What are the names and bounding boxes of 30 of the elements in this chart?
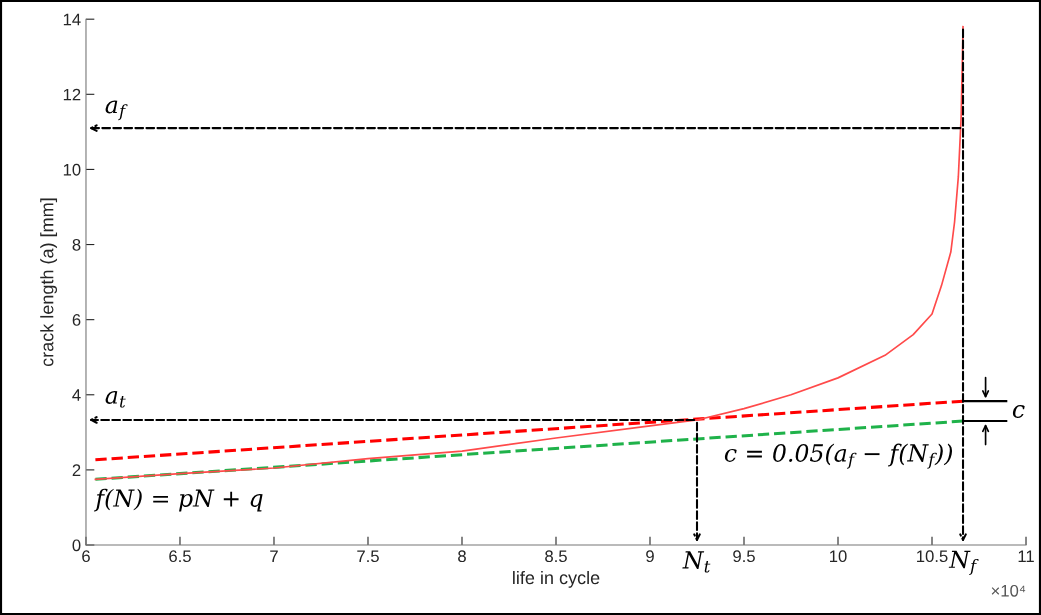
x-tick-label: 10.5 bbox=[917, 550, 948, 563]
annotation: N$_{f}$ bbox=[948, 550, 979, 575]
y-tick-label: 2 bbox=[72, 464, 81, 476]
y-tick-label: 4 bbox=[72, 389, 81, 401]
y-tick-label: 14 bbox=[63, 13, 81, 26]
y-tick-label: 12 bbox=[63, 88, 81, 101]
y-axis-title: crack length (a) [mm] bbox=[40, 198, 58, 367]
x-tick-label: 11 bbox=[1018, 550, 1034, 562]
x-tick-label: 7.5 bbox=[357, 550, 379, 563]
x-tick-label: 10 bbox=[830, 550, 847, 563]
text: ×10⁴ bbox=[991, 584, 1026, 597]
x-tick-label: 8.5 bbox=[545, 550, 567, 563]
x-tick-label: 6.5 bbox=[169, 550, 191, 563]
annotation: c bbox=[1012, 405, 1025, 418]
x-tick-label: 7 bbox=[270, 550, 278, 562]
annotation: a$_{t}$ bbox=[105, 391, 126, 408]
y-tick-label: 6 bbox=[72, 314, 81, 326]
x-tick-label: 9 bbox=[646, 550, 654, 563]
x-tick-label: 8 bbox=[458, 550, 466, 563]
annotation: f(N) = pN + q bbox=[93, 488, 263, 512]
line-series bbox=[94, 25, 964, 481]
y-tick-label: 10 bbox=[63, 163, 81, 176]
y-tick-label: 0 bbox=[72, 539, 81, 552]
x-tick-label: 6 bbox=[82, 550, 90, 563]
y-tick-label: 8 bbox=[72, 238, 81, 251]
annotation: N$_{t}$ bbox=[682, 551, 711, 573]
annotation: c = 0.05(a$_{f}$ − f(N$_{f}$)) bbox=[724, 443, 952, 469]
x-axis-title: life in cycle bbox=[513, 570, 600, 588]
annotation: a$_{f}$ bbox=[105, 100, 128, 121]
x-tick-label: 9.5 bbox=[733, 550, 755, 563]
